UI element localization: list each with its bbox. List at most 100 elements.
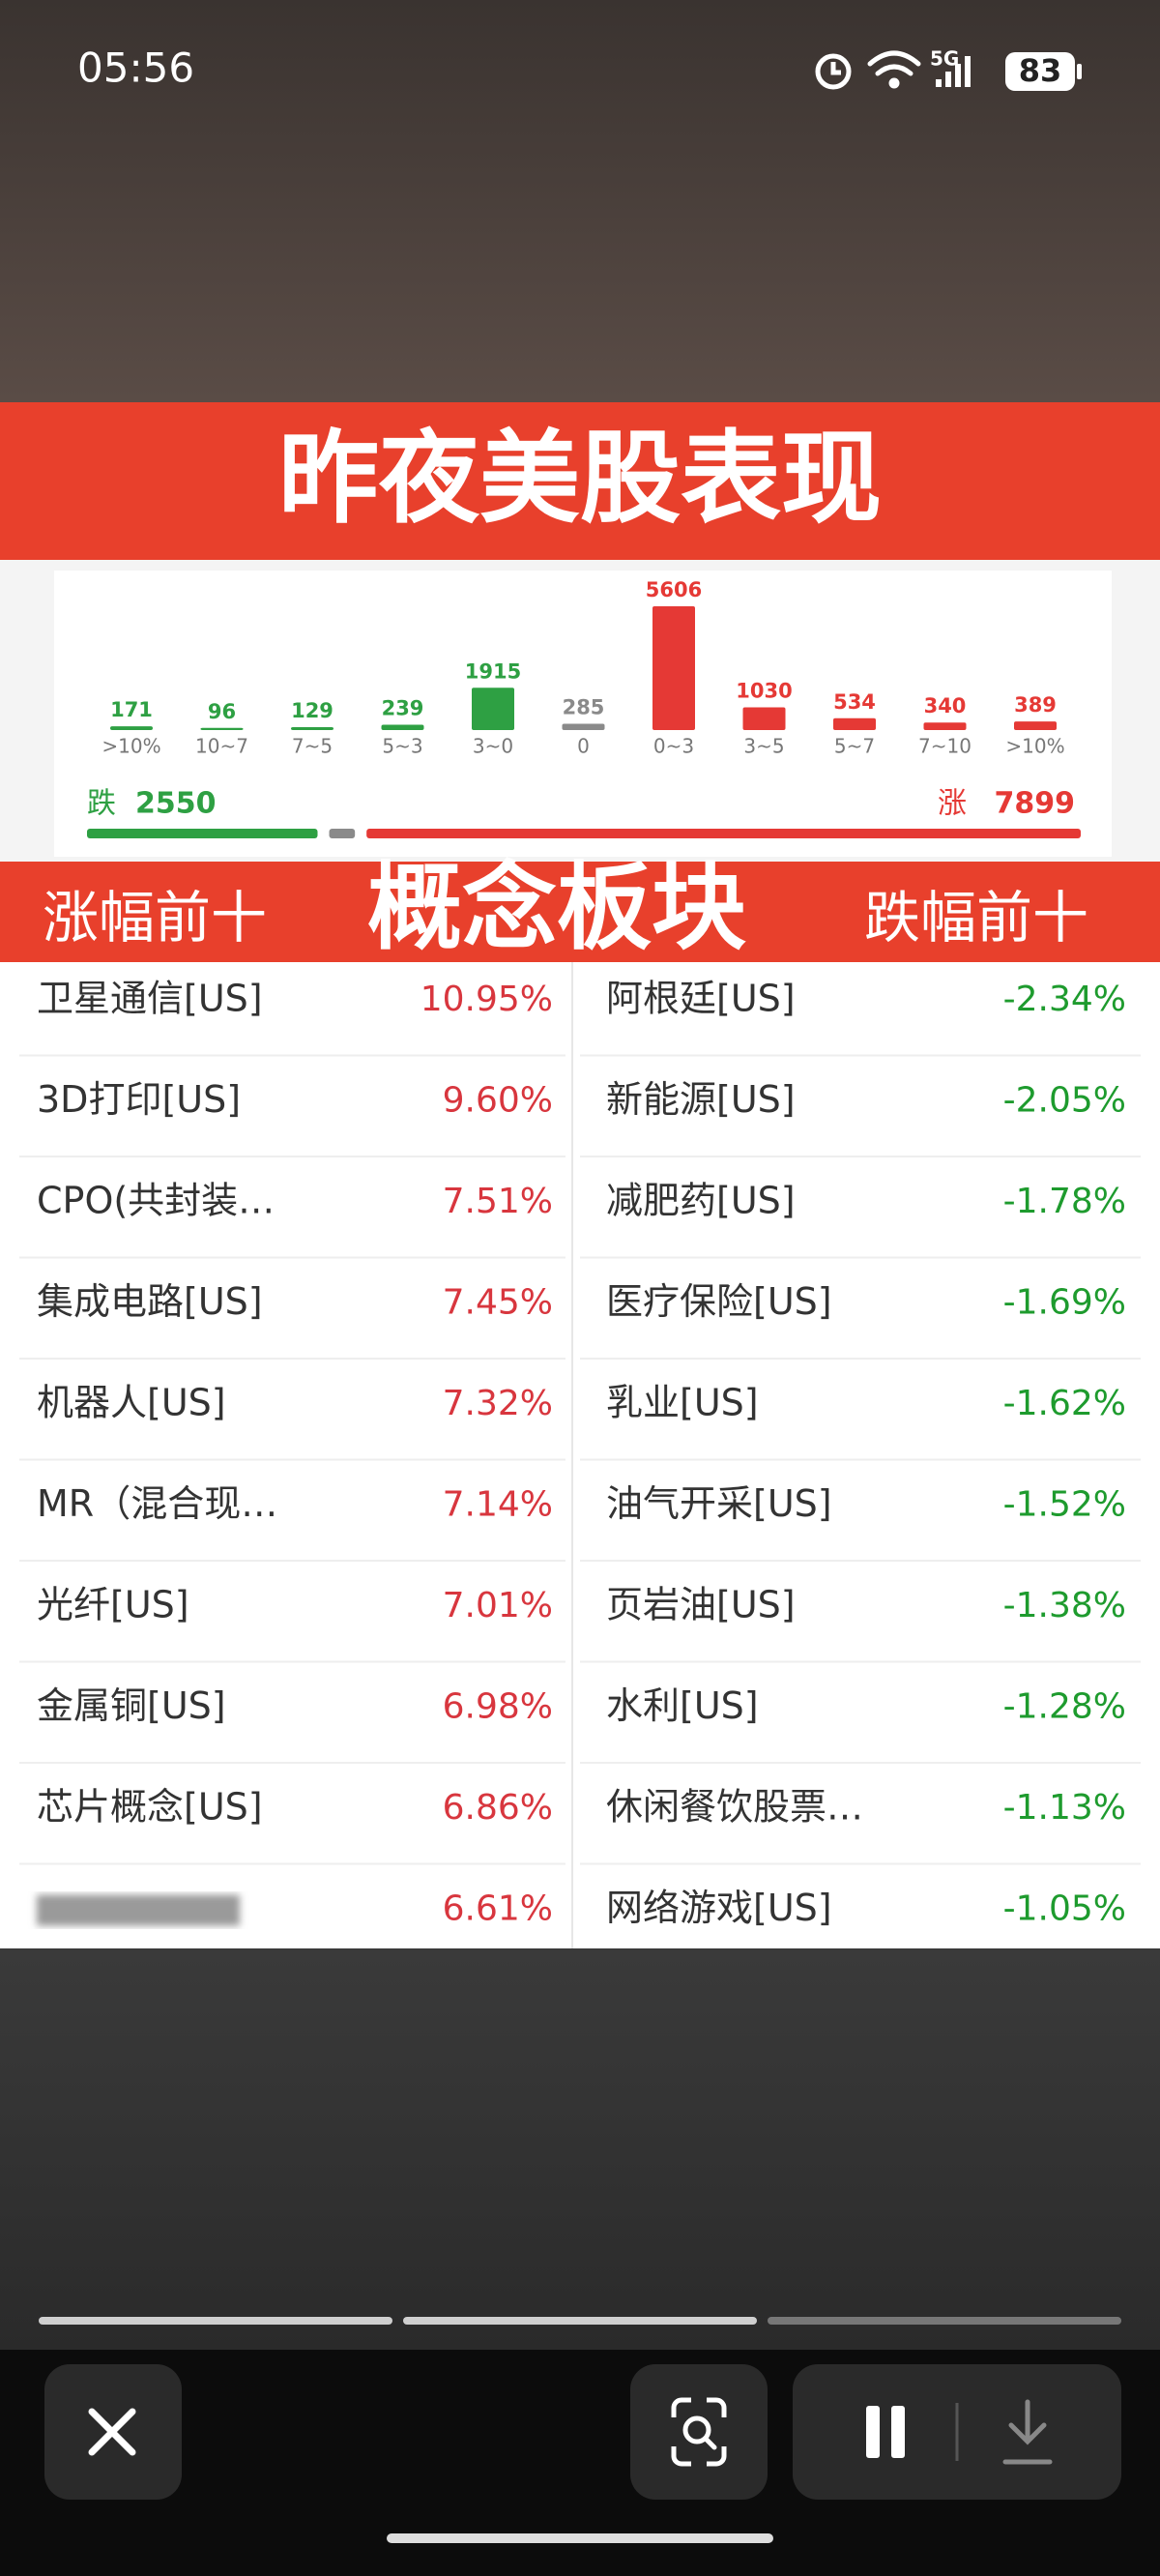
concept-name: 减肥药[US] <box>606 1180 796 1222</box>
header-title: 昨夜美股表现 <box>278 419 882 537</box>
battery-icon <box>1005 52 1075 91</box>
down-label: 跌 <box>87 787 116 821</box>
bar <box>472 688 514 730</box>
network-type: 5G <box>930 47 959 71</box>
flat-bar <box>329 829 356 838</box>
bar <box>291 727 334 730</box>
table-background <box>0 962 1160 1948</box>
concept-change: -2.05% <box>1003 1081 1126 1121</box>
bin-label: 5~7 <box>834 735 875 758</box>
obscured-name <box>37 1894 240 1926</box>
bar-value: 1030 <box>736 679 792 702</box>
concept-change: -1.78% <box>1003 1182 1126 1221</box>
bar <box>652 606 695 730</box>
concept-name: MR（混合现… <box>37 1482 277 1525</box>
bar-value: 129 <box>291 699 334 722</box>
section-banner <box>0 862 1160 962</box>
concept-change: -1.28% <box>1003 1687 1126 1727</box>
bin-label: 10~7 <box>195 735 248 758</box>
concept-change: -1.05% <box>1003 1889 1126 1929</box>
bar-value: 534 <box>833 690 876 714</box>
right-section-title: 跌幅前十 <box>864 885 1088 951</box>
concept-name: 网络游戏[US] <box>606 1887 832 1929</box>
distribution-chart: 171 >10% 96 10~7 129 7~5 239 5~3 1915 3~0 285 0 5606… <box>87 578 1081 838</box>
left-section-title: 涨幅前十 <box>43 885 267 951</box>
concept-change: 7.32% <box>443 1384 553 1423</box>
pause-button[interactable] <box>866 2406 905 2458</box>
concept-change: -1.52% <box>1003 1485 1126 1525</box>
bin-label: 5~3 <box>382 735 422 758</box>
concept-change: -1.69% <box>1003 1283 1126 1323</box>
concept-change: -1.38% <box>1003 1586 1126 1625</box>
concept-name: 卫星通信[US] <box>37 978 263 1020</box>
concept-change: -1.13% <box>1003 1788 1126 1828</box>
concept-change: 7.01% <box>443 1586 553 1625</box>
status-time: 05:56 <box>77 44 194 92</box>
concept-change: 9.60% <box>443 1081 553 1121</box>
concept-change: 6.98% <box>443 1687 553 1727</box>
bar-value: 1915 <box>465 659 521 683</box>
concept-change: 10.95% <box>420 980 553 1019</box>
concept-name: 新能源[US] <box>606 1078 796 1121</box>
concept-name: 金属铜[US] <box>37 1684 226 1727</box>
concept-table: 卫星通信[US] 10.95% 3D打印[US] 9.60% CPO(共封装… 7.51%… <box>19 978 1141 1929</box>
bar <box>923 722 967 730</box>
bar <box>833 717 876 730</box>
down-bar <box>87 829 318 838</box>
concept-change: 7.45% <box>443 1283 553 1323</box>
bar <box>1014 721 1057 730</box>
bar-value: 285 <box>563 695 605 718</box>
wifi-icon <box>867 50 921 89</box>
concept-name: 油气开采[US] <box>606 1482 832 1525</box>
concept-name: 光纤[US] <box>37 1584 189 1626</box>
bin-label: >10% <box>1005 735 1064 758</box>
home-indicator <box>387 2533 773 2543</box>
bin-label: >10% <box>102 735 160 758</box>
concept-change: 7.51% <box>443 1182 553 1221</box>
concept-name: CPO(共封装… <box>37 1180 275 1222</box>
concept-name: 乳业[US] <box>606 1382 759 1424</box>
concept-change: -1.62% <box>1003 1384 1126 1423</box>
bin-label: 7~5 <box>292 735 333 758</box>
bar-value: 239 <box>382 697 424 720</box>
close-button[interactable] <box>44 2364 182 2500</box>
bar-value: 96 <box>208 700 236 723</box>
lens-button[interactable] <box>630 2364 768 2500</box>
chart-inner <box>54 571 1112 857</box>
bin-label: 0 <box>577 735 590 758</box>
bin-label: 3~5 <box>743 735 784 758</box>
bin-label: 3~0 <box>473 735 513 758</box>
bar-value: 171 <box>110 698 153 721</box>
concept-change: -2.34% <box>1003 980 1126 1019</box>
concept-name: 页岩油[US] <box>606 1584 796 1626</box>
bar-value: 340 <box>924 694 967 717</box>
bar <box>562 723 605 730</box>
bar-value: 5606 <box>646 578 702 601</box>
progress-segment <box>403 2317 757 2325</box>
concept-name: 阿根廷[US] <box>606 978 796 1020</box>
download-button[interactable] <box>1002 2399 1053 2465</box>
concept-change: 6.86% <box>443 1788 553 1828</box>
concept-name: 3D打印[US] <box>37 1078 241 1121</box>
concept-name: 水利[US] <box>606 1684 759 1727</box>
bar <box>381 724 424 730</box>
bin-label: 0~3 <box>653 735 694 758</box>
bottom-background <box>0 1948 1160 2355</box>
bin-label: 7~10 <box>918 735 972 758</box>
up-total: 7899 <box>995 787 1076 821</box>
battery-level: 83 <box>1019 52 1062 89</box>
bar <box>110 726 153 730</box>
battery-tip <box>1077 64 1082 79</box>
up-bar <box>366 829 1081 838</box>
concept-name: 医疗保险[US] <box>606 1280 832 1323</box>
signal-icon <box>936 56 971 87</box>
down-total: 2550 <box>135 787 217 821</box>
progress-segment <box>768 2317 1121 2325</box>
bar <box>742 707 786 730</box>
up-label: 涨 <box>938 787 967 821</box>
bar <box>200 727 244 730</box>
center-section-title: 概念板块 <box>367 853 746 963</box>
concept-change: 6.61% <box>443 1889 553 1929</box>
